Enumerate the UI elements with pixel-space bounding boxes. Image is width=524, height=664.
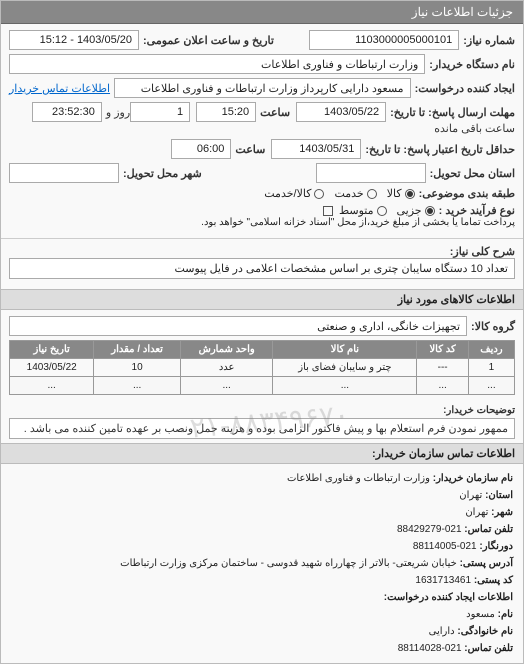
c-province-label: استان:: [485, 490, 513, 501]
buyer-note-label: توضیحات خریدار:: [443, 405, 515, 416]
contact-header: اطلاعات تماس سازمان خریدار:: [1, 443, 523, 464]
city-value: [9, 163, 119, 183]
table-row: ... ... ... ... ... ...: [10, 377, 515, 395]
c-fax: 021-88114005: [413, 541, 477, 552]
saat-label-1: ساعت: [260, 106, 290, 119]
col-1: کد کالا: [417, 341, 469, 359]
c-lname-label: نام خانوادگی:: [457, 626, 513, 637]
class-opt-0[interactable]: کالا: [387, 187, 415, 200]
c-phone: 021-88429279: [397, 524, 462, 535]
c-city: تهران: [465, 507, 488, 518]
deadline-label: مهلت ارسال پاسخ: تا تاریخ:: [390, 106, 515, 119]
col-4: تعداد / مقدار: [94, 341, 181, 359]
c-lname: دارایی: [429, 626, 455, 637]
c-fax-label: دورنگار:: [479, 541, 513, 552]
panel-title: جزئیات اطلاعات نیاز: [1, 1, 523, 24]
goods-header: اطلاعات کالاهای مورد نیاز: [1, 289, 523, 310]
buyer-org-value: وزارت ارتباطات و فناوری اطلاعات: [9, 54, 425, 74]
buytype-label: نوع فرآیند خرید :: [439, 204, 515, 217]
c-org: وزارت ارتباطات و فناوری اطلاعات: [287, 473, 430, 484]
buytype-opt-0[interactable]: جزیی: [397, 204, 435, 217]
requester-value: مسعود دارایی کارپرداز وزارت ارتباطات و ف…: [114, 78, 411, 98]
c-addr: خیابان شریعتی- بالاتر از چهارراه شهید قد…: [120, 558, 457, 569]
class-opt-1[interactable]: خدمت: [334, 187, 376, 200]
c-org-label: نام سازمان خریدار:: [433, 473, 513, 484]
deadline-time: 15:20: [196, 102, 256, 122]
c-cphone-label: تلفن تماس:: [464, 643, 513, 654]
c-city-label: شهر:: [491, 507, 513, 518]
c-cphone: 021-88114028: [398, 643, 462, 654]
c-name-label: نام:: [498, 609, 513, 620]
table-row: 1 --- چتر و سایبان فضای باز عدد 10 1403/…: [10, 359, 515, 377]
class-label: طبقه بندی موضوعی:: [419, 187, 515, 200]
req-no-value: 1103000005000101: [309, 30, 459, 50]
desc-label: شرح کلی نیاز:: [450, 245, 515, 258]
buytype-note: پرداخت تماما یا بخشی از مبلغ خرید،از محل…: [201, 217, 515, 228]
c-addr-label: آدرس پستی:: [460, 558, 513, 569]
req-no-label: شماره نیاز:: [463, 34, 515, 47]
remain-days-label: روز و: [106, 106, 130, 119]
class-opt-2[interactable]: کالا/خدمت: [264, 187, 324, 200]
remain-time: 23:52:30: [32, 102, 102, 122]
province-value: [316, 163, 426, 183]
contact-block: نام سازمان خریدار: وزارت ارتباطات و فناو…: [1, 464, 523, 663]
validity-date: 1403/05/31: [271, 139, 361, 159]
city-label: شهر محل تحویل:: [123, 167, 202, 180]
c-postcode-label: کد پستی:: [474, 575, 513, 586]
class-radio-group: کالا خدمت کالا/خدمت: [264, 187, 414, 200]
announce-label: تاریخ و ساعت اعلان عمومی:: [143, 34, 274, 47]
treasury-checkbox[interactable]: [323, 206, 333, 216]
validity-time: 06:00: [171, 139, 231, 159]
c-phone-label: تلفن تماس:: [464, 524, 513, 535]
group-value: تجهیزات خانگی، اداری و صنعتی: [9, 316, 467, 336]
saat-label-2: ساعت: [235, 143, 265, 156]
buyer-note-value: ممهور نمودن فرم استعلام بها و پیش فاکتور…: [9, 418, 515, 439]
remain-days: 1: [130, 102, 190, 122]
c-postcode: 1631713461: [415, 575, 471, 586]
col-5: تاریخ نیاز: [10, 341, 94, 359]
creator-header: اطلاعات ایجاد کننده درخواست:: [384, 592, 513, 603]
requester-label: ایجاد کننده درخواست:: [415, 82, 515, 95]
goods-table: ردیف کد کالا نام کالا واحد شمارش تعداد /…: [9, 340, 515, 395]
col-0: ردیف: [468, 341, 514, 359]
remain-suffix: ساعت باقی مانده: [434, 122, 515, 135]
details-panel: جزئیات اطلاعات نیاز شماره نیاز: 11030000…: [0, 0, 524, 664]
buytype-opt-1[interactable]: متوسط: [339, 204, 387, 217]
col-3: واحد شمارش: [180, 341, 273, 359]
buyer-org-label: نام دستگاه خریدار:: [429, 58, 515, 71]
announce-value: 1403/05/20 - 15:12: [9, 30, 139, 50]
col-2: نام کالا: [273, 341, 417, 359]
table-header-row: ردیف کد کالا نام کالا واحد شمارش تعداد /…: [10, 341, 515, 359]
buyer-note-section: توضیحات خریدار: ممهور نمودن فرم استعلام …: [1, 401, 523, 443]
deadline-date: 1403/05/22: [296, 102, 386, 122]
desc-value: تعداد 10 دستگاه سایبان چتری بر اساس مشخص…: [9, 258, 515, 279]
province-label: استان محل تحویل:: [430, 167, 515, 180]
validity-label: حداقل تاریخ اعتبار پاسخ: تا تاریخ:: [365, 143, 515, 156]
c-name: مسعود: [466, 609, 495, 620]
group-label: گروه کالا:: [471, 320, 515, 333]
contact-link[interactable]: اطلاعات تماس خریدار: [9, 82, 110, 95]
buytype-radio-group: جزیی متوسط: [339, 204, 435, 217]
c-province: تهران: [459, 490, 482, 501]
